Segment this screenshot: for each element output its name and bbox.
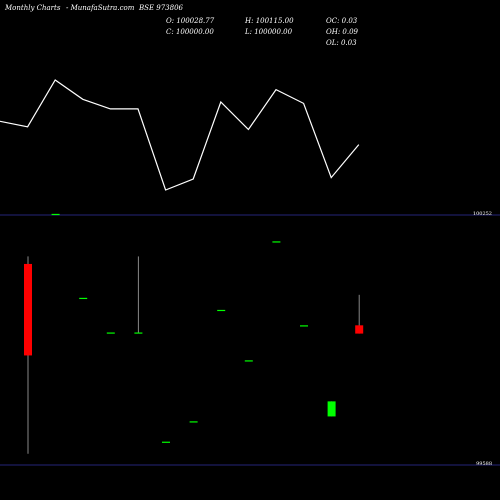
open-value: O: 100028.77	[166, 17, 215, 25]
candle-body	[51, 213, 60, 216]
candle-body	[106, 332, 115, 334]
candle-body	[79, 297, 88, 300]
candle-body	[327, 401, 336, 417]
price-line-series	[0, 79, 360, 191]
candle-body	[134, 332, 143, 334]
low-value: L: 100000.00	[245, 28, 293, 36]
candle-body	[24, 263, 32, 356]
candle-body	[355, 325, 364, 334]
site-label: - MunafaSutra.com	[66, 4, 135, 12]
candle-body	[162, 441, 170, 443]
close-value: C: 100000.00	[166, 28, 214, 36]
high-value: H: 100115.00	[245, 17, 294, 25]
candle-body	[272, 241, 281, 243]
y-axis-label-top: 100252	[472, 211, 492, 217]
symbol-label: BSE 973806	[139, 4, 183, 12]
candle-body	[244, 360, 253, 362]
oc-value: OC: 0.03	[326, 17, 358, 25]
candle-body	[300, 325, 308, 327]
ol-value: OL: 0.03	[326, 39, 357, 47]
candle-body	[217, 309, 226, 312]
y-axis-label-bottom: 99588	[476, 461, 492, 467]
oh-value: OH: 0.09	[326, 28, 359, 36]
brand-label: Monthly Charts	[5, 4, 61, 12]
candle-body	[189, 421, 198, 423]
